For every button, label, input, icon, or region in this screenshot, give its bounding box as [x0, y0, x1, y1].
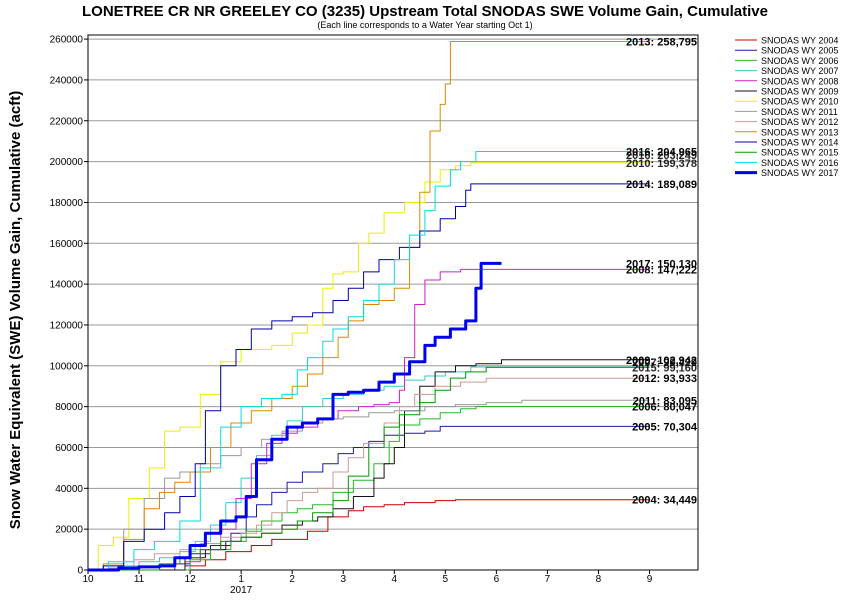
series-end-label: 2015: 99,160 [632, 363, 697, 375]
series-end-label: 2014: 189,089 [626, 179, 697, 191]
series-end-label: 2009: 102,942 [626, 355, 697, 367]
legend-entry: SNODAS WY 2008 [761, 76, 838, 86]
y-tick-label: 20000 [55, 525, 83, 536]
series-end-label: 2017: 150,130 [626, 258, 697, 270]
y-tick-label: 80000 [55, 402, 83, 413]
y-tick-label: 40000 [55, 484, 83, 495]
y-tick-label: 0 [77, 566, 83, 577]
y-tick-label: 160000 [50, 239, 84, 250]
x-tick-label: 1 [238, 574, 244, 585]
chart-title: LONETREE CR NR GREELEY CO (3235) Upstrea… [82, 3, 768, 20]
x-tick-label: 3 [340, 574, 346, 585]
series-end-label: 2006: 80,047 [632, 402, 697, 414]
x-tick-label: 9 [647, 574, 653, 585]
x-year-label: 2017 [230, 585, 253, 596]
series-line [88, 162, 650, 571]
series-line [88, 359, 650, 571]
series-end-label: 2007: 99,429 [632, 357, 697, 369]
legend-entry: SNODAS WY 2012 [761, 117, 838, 127]
y-tick-label: 240000 [50, 75, 84, 86]
y-tick-label: 200000 [50, 157, 84, 168]
x-tick-label: 7 [545, 574, 551, 585]
x-tick-label: 11 [134, 574, 145, 585]
plot-area: 0 20000 40000 60000 80000 100000 120000 140000 1… [50, 34, 699, 596]
legend-entry: SNODAS WY 2006 [761, 56, 838, 66]
x-tick-label: 5 [443, 574, 449, 585]
x-tick-label: 6 [494, 574, 500, 585]
series-end-label: 2011: 83,095 [633, 395, 697, 407]
series-line [88, 399, 650, 571]
series-line [88, 366, 650, 571]
y-tick-label: 120000 [50, 320, 84, 331]
x-tick-label: 12 [185, 574, 197, 585]
y-tick-label: 220000 [50, 116, 84, 127]
series-end-label: 2016: 203,249 [626, 150, 697, 162]
series-end-label: 2004: 34,449 [632, 495, 697, 507]
series-end-label: 2008: 147,222 [626, 264, 697, 276]
series-line [88, 151, 650, 571]
legend-entry: SNODAS WY 2014 [761, 138, 838, 148]
legend-entry: SNODAS WY 2004 [761, 36, 838, 46]
legend-entry: SNODAS WY 2007 [761, 66, 838, 76]
series-end-label: 2005: 70,304 [632, 421, 698, 433]
legend-entry: SNODAS WY 2010 [761, 97, 838, 107]
y-axis-label: Snow Water Equivalent (SWE) Volume Gain,… [7, 91, 24, 529]
series-end-label: 2016: 204,965 [626, 146, 697, 158]
chart-subtitle: (Each line corresponds to a Water Year s… [317, 20, 532, 30]
x-tick-label: 10 [82, 574, 94, 585]
legend-entry: SNODAS WY 2016 [761, 158, 838, 168]
series-line [88, 261, 502, 572]
y-tick-label: 60000 [55, 443, 83, 454]
x-tick-label: 4 [391, 574, 397, 585]
legend-entry: SNODAS WY 2015 [761, 148, 838, 158]
series-line [88, 41, 650, 571]
x-tick-label: 8 [596, 574, 602, 585]
y-tick-label: 260000 [50, 35, 84, 46]
legend-entry: SNODAS WY 2009 [761, 87, 838, 97]
y-tick-label: 180000 [50, 198, 84, 209]
series-line [88, 377, 650, 571]
series-end-label: 2013: 258,795 [626, 37, 697, 49]
x-tick-label: 2 [289, 574, 295, 585]
y-tick-label: 100000 [50, 361, 84, 372]
plot-frame [87, 34, 699, 571]
legend-entry: SNODAS WY 2017 [761, 168, 838, 178]
series-end-label: 2012: 93,933 [632, 373, 697, 385]
series-line [88, 499, 650, 571]
series-line [88, 183, 650, 571]
legend-entry: SNODAS WY 2011 [761, 107, 838, 117]
y-tick-label: 140000 [50, 280, 84, 291]
legend-entry: SNODAS WY 2005 [761, 46, 838, 56]
legend-entry: SNODAS WY 2013 [761, 127, 838, 137]
series-end-label: 2010: 199,378 [626, 158, 697, 170]
